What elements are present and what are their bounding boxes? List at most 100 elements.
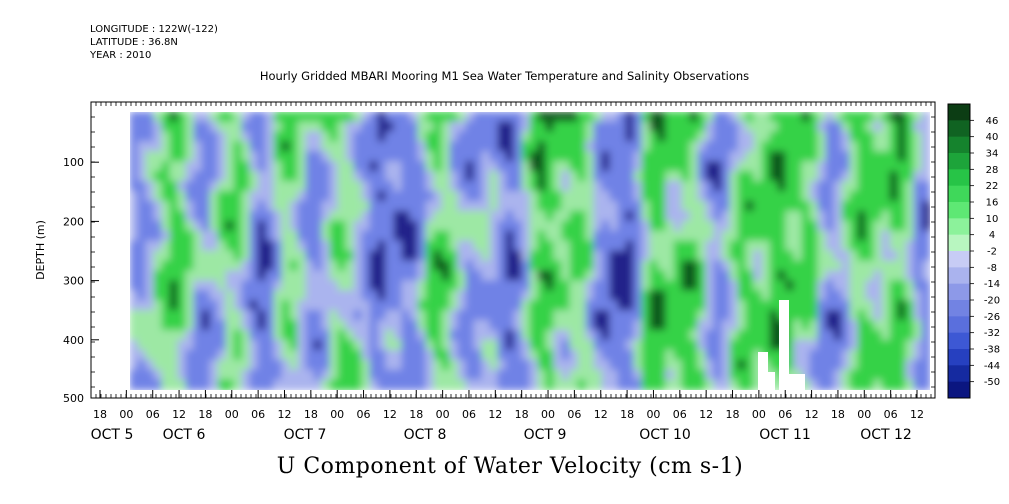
heatmap-cell bbox=[201, 131, 211, 143]
heatmap-cell bbox=[345, 240, 355, 252]
heatmap-cell bbox=[681, 369, 691, 381]
heatmap-cell bbox=[369, 359, 379, 371]
heatmap-cell bbox=[377, 339, 387, 351]
heatmap-cell bbox=[673, 300, 683, 312]
heatmap-cell bbox=[921, 210, 930, 222]
colorbar-swatch bbox=[948, 300, 970, 317]
heatmap-cell bbox=[289, 141, 299, 153]
heatmap-cell bbox=[201, 121, 211, 133]
heatmap-cell bbox=[897, 230, 907, 242]
heatmap-cell bbox=[217, 141, 227, 153]
heatmap-cell bbox=[497, 200, 507, 212]
heatmap-cell bbox=[273, 171, 283, 182]
heatmap-cell bbox=[130, 200, 139, 212]
heatmap-cell bbox=[209, 260, 219, 272]
heatmap-cell bbox=[425, 240, 435, 252]
heatmap-cell bbox=[273, 369, 283, 381]
heatmap-cell bbox=[785, 270, 795, 282]
heatmap-cell bbox=[417, 329, 427, 341]
heatmap-cell bbox=[257, 359, 267, 371]
heatmap-cell bbox=[793, 230, 803, 242]
heatmap-cell bbox=[513, 339, 523, 351]
heatmap-cell bbox=[593, 161, 603, 173]
heatmap-cell bbox=[137, 171, 147, 182]
heatmap-cell bbox=[633, 260, 643, 272]
heatmap-cell bbox=[385, 200, 395, 212]
heatmap-cell bbox=[521, 339, 531, 351]
heatmap-cell bbox=[145, 151, 155, 163]
heatmap-cell bbox=[449, 339, 459, 351]
heatmap-cell bbox=[617, 290, 627, 302]
heatmap-cell bbox=[337, 369, 347, 381]
heatmap-cell bbox=[393, 112, 403, 123]
heatmap-cell bbox=[793, 210, 803, 222]
heatmap-cell bbox=[353, 121, 363, 133]
heatmap-cell bbox=[753, 320, 763, 331]
heatmap-cell bbox=[673, 359, 683, 371]
heatmap-cell bbox=[233, 190, 243, 202]
heatmap-cell bbox=[625, 200, 635, 212]
heatmap-cell bbox=[337, 270, 347, 282]
heatmap-cell bbox=[569, 230, 579, 242]
heatmap-cell bbox=[457, 151, 467, 163]
heatmap-cell bbox=[393, 220, 403, 232]
heatmap-cell bbox=[513, 121, 523, 133]
heatmap-cell bbox=[625, 280, 635, 292]
heatmap-cell bbox=[745, 210, 755, 222]
heatmap-cell bbox=[433, 250, 443, 262]
heatmap-cell bbox=[161, 359, 171, 371]
heatmap-cell bbox=[353, 290, 363, 302]
heatmap-cell bbox=[561, 131, 571, 143]
heatmap-cell bbox=[433, 379, 443, 390]
heatmap-cell bbox=[161, 270, 171, 282]
heatmap-cell bbox=[401, 270, 411, 282]
heatmap-cell bbox=[801, 379, 811, 390]
heatmap-cell bbox=[433, 359, 443, 371]
heatmap-cell bbox=[209, 112, 219, 123]
heatmap-cell bbox=[673, 250, 683, 262]
heatmap-cell bbox=[145, 320, 155, 331]
heatmap-cell bbox=[153, 121, 163, 133]
heatmap-cell bbox=[649, 112, 659, 123]
heatmap-cell bbox=[737, 379, 747, 390]
heatmap-cell bbox=[553, 141, 563, 153]
heatmap-cell bbox=[665, 181, 675, 192]
y-tick-label: 500 bbox=[63, 392, 84, 405]
heatmap-cell bbox=[505, 310, 515, 321]
heatmap-cell bbox=[641, 310, 651, 321]
heatmap-cell bbox=[169, 379, 179, 390]
heatmap-cell bbox=[497, 190, 507, 202]
heatmap-cell bbox=[585, 339, 595, 351]
heatmap-cell bbox=[169, 260, 179, 272]
heatmap-cell bbox=[833, 290, 843, 302]
heatmap-cell bbox=[745, 131, 755, 143]
heatmap-cell bbox=[793, 131, 803, 143]
heatmap-cell bbox=[161, 369, 171, 381]
heatmap-cell bbox=[521, 329, 531, 341]
heatmap-cell bbox=[777, 121, 787, 133]
heatmap-cell bbox=[649, 260, 659, 272]
heatmap-cell bbox=[729, 141, 739, 153]
heatmap-cell bbox=[905, 171, 915, 182]
heatmap-cell bbox=[729, 210, 739, 222]
x-hour-tick-label: 00 bbox=[225, 408, 239, 421]
heatmap-cell bbox=[721, 270, 731, 282]
heatmap-cell bbox=[481, 141, 491, 153]
heatmap-cell bbox=[617, 181, 627, 192]
heatmap-cell bbox=[473, 349, 483, 361]
heatmap-cell bbox=[593, 359, 603, 371]
colorbar-swatch bbox=[948, 104, 970, 121]
heatmap-cell bbox=[633, 270, 643, 282]
heatmap-cell bbox=[473, 230, 483, 242]
heatmap-cell bbox=[825, 181, 835, 192]
heatmap-cell bbox=[361, 210, 371, 222]
heatmap-cell bbox=[769, 190, 779, 202]
heatmap-cell bbox=[305, 329, 315, 341]
heatmap-cell bbox=[537, 200, 547, 212]
heatmap-cell bbox=[225, 240, 235, 252]
heatmap-cell bbox=[921, 240, 930, 252]
heatmap-cell bbox=[689, 329, 699, 341]
heatmap-cell bbox=[537, 131, 547, 143]
heatmap-cell bbox=[673, 310, 683, 321]
heatmap-cell bbox=[337, 200, 347, 212]
